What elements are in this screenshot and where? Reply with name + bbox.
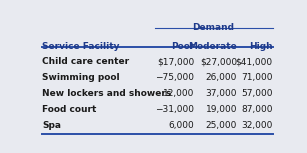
Text: Spa: Spa: [42, 121, 61, 130]
Text: 37,000: 37,000: [206, 89, 237, 98]
Text: Moderate: Moderate: [188, 42, 237, 51]
Text: New lockers and showers: New lockers and showers: [42, 89, 171, 98]
Text: Demand: Demand: [192, 23, 234, 32]
Text: Child care center: Child care center: [42, 57, 129, 66]
Text: Poor: Poor: [171, 42, 194, 51]
Text: 57,000: 57,000: [241, 89, 273, 98]
Text: 25,000: 25,000: [206, 121, 237, 130]
Text: $17,000: $17,000: [157, 57, 194, 66]
Text: Swimming pool: Swimming pool: [42, 73, 119, 82]
Text: 87,000: 87,000: [241, 105, 273, 114]
Text: 19,000: 19,000: [206, 105, 237, 114]
Text: 6,000: 6,000: [169, 121, 194, 130]
Text: $27,000: $27,000: [200, 57, 237, 66]
Text: 32,000: 32,000: [241, 121, 273, 130]
Text: 12,000: 12,000: [163, 89, 194, 98]
Text: 71,000: 71,000: [241, 73, 273, 82]
Text: −31,000: −31,000: [155, 105, 194, 114]
Text: 26,000: 26,000: [206, 73, 237, 82]
Text: $41,000: $41,000: [235, 57, 273, 66]
Text: −75,000: −75,000: [155, 73, 194, 82]
Text: High: High: [249, 42, 273, 51]
Text: Food court: Food court: [42, 105, 96, 114]
Text: Service Facility: Service Facility: [42, 42, 119, 51]
